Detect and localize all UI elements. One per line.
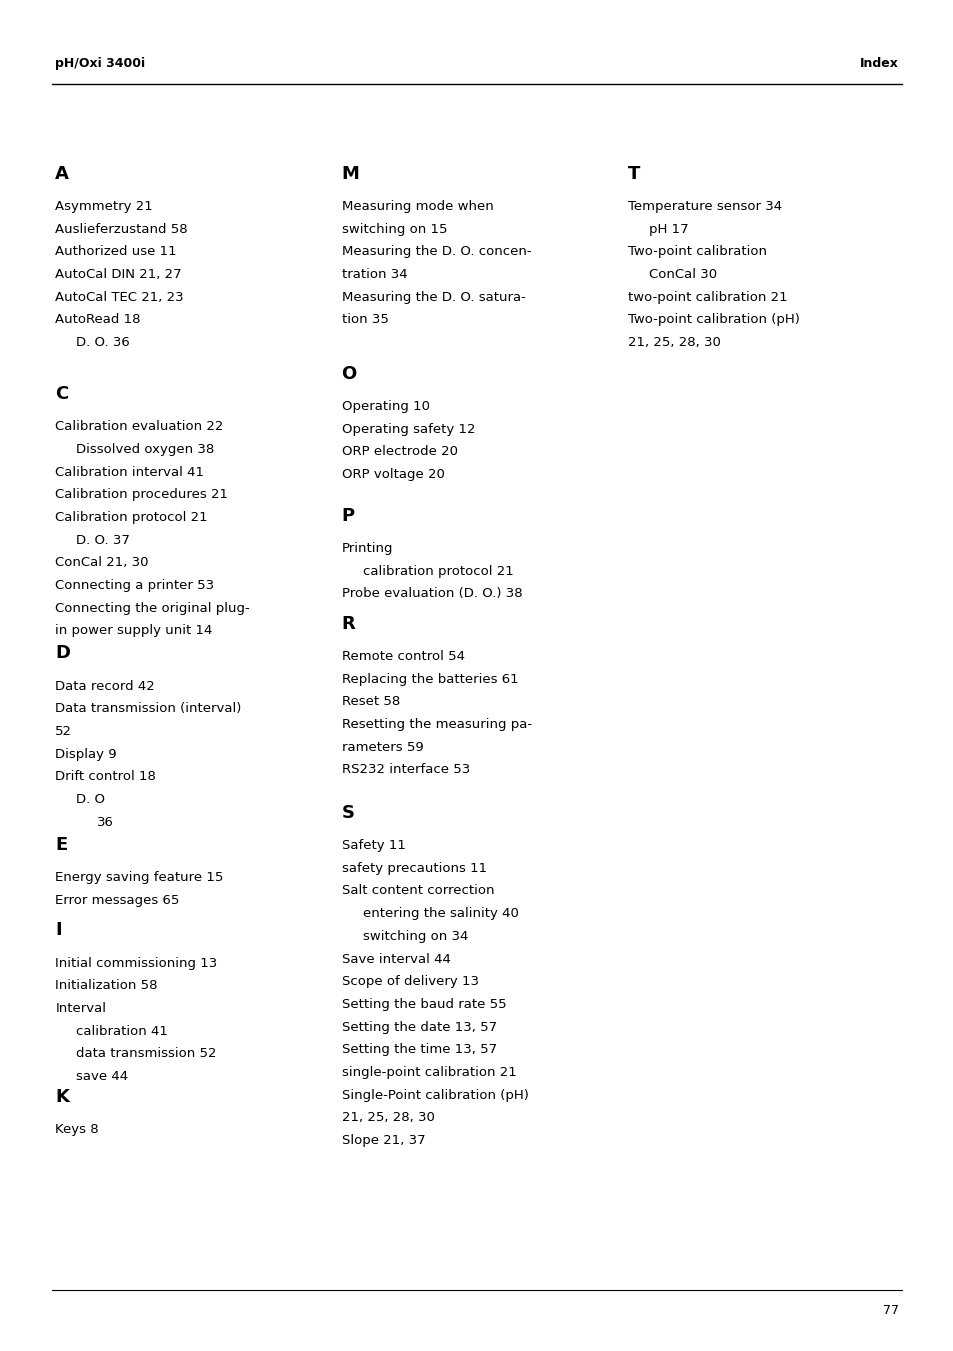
Text: Single-Point calibration (pH): Single-Point calibration (pH)	[341, 1089, 528, 1101]
Text: pH 17: pH 17	[648, 223, 688, 235]
Text: Safety 11: Safety 11	[341, 839, 405, 852]
Text: Display 9: Display 9	[55, 747, 117, 761]
Text: D. O. 36: D. O. 36	[76, 336, 130, 349]
Text: Save interval 44: Save interval 44	[341, 952, 450, 966]
Text: Measuring mode when: Measuring mode when	[341, 200, 493, 213]
Text: entering the salinity 40: entering the salinity 40	[362, 907, 517, 920]
Text: safety precautions 11: safety precautions 11	[341, 862, 486, 874]
Text: switching on 34: switching on 34	[362, 929, 467, 943]
Text: Calibration protocol 21: Calibration protocol 21	[55, 511, 208, 524]
Text: 52: 52	[55, 725, 72, 738]
Text: Resetting the measuring pa-: Resetting the measuring pa-	[341, 717, 531, 731]
Text: 36: 36	[97, 816, 114, 828]
Text: pH/Oxi 3400i: pH/Oxi 3400i	[55, 57, 145, 70]
Text: ORP voltage 20: ORP voltage 20	[341, 467, 444, 481]
Text: in power supply unit 14: in power supply unit 14	[55, 624, 213, 638]
Text: Setting the baud rate 55: Setting the baud rate 55	[341, 998, 506, 1011]
Text: K: K	[55, 1088, 70, 1105]
Text: T: T	[627, 165, 639, 182]
Text: Connecting the original plug-: Connecting the original plug-	[55, 601, 250, 615]
Text: Setting the date 13, 57: Setting the date 13, 57	[341, 1020, 497, 1034]
Text: Error messages 65: Error messages 65	[55, 894, 179, 907]
Text: Operating 10: Operating 10	[341, 400, 429, 413]
Text: Data record 42: Data record 42	[55, 680, 155, 693]
Text: Printing: Printing	[341, 542, 393, 555]
Text: I: I	[55, 921, 62, 939]
Text: data transmission 52: data transmission 52	[76, 1047, 216, 1061]
Text: A: A	[55, 165, 70, 182]
Text: ORP electrode 20: ORP electrode 20	[341, 446, 457, 458]
Text: switching on 15: switching on 15	[341, 223, 447, 235]
Text: Calibration procedures 21: Calibration procedures 21	[55, 488, 228, 501]
Text: Keys 8: Keys 8	[55, 1123, 99, 1136]
Text: Replacing the batteries 61: Replacing the batteries 61	[341, 673, 517, 685]
Text: single-point calibration 21: single-point calibration 21	[341, 1066, 516, 1079]
Text: Salt content correction: Salt content correction	[341, 885, 494, 897]
Text: AutoCal TEC 21, 23: AutoCal TEC 21, 23	[55, 290, 184, 304]
Text: O: O	[341, 365, 356, 382]
Text: Slope 21, 37: Slope 21, 37	[341, 1133, 425, 1147]
Text: Remote control 54: Remote control 54	[341, 650, 464, 663]
Text: Authorized use 11: Authorized use 11	[55, 246, 176, 258]
Text: Dissolved oxygen 38: Dissolved oxygen 38	[76, 443, 214, 455]
Text: Connecting a printer 53: Connecting a printer 53	[55, 580, 214, 592]
Text: Energy saving feature 15: Energy saving feature 15	[55, 871, 223, 885]
Text: Two-point calibration (pH): Two-point calibration (pH)	[627, 313, 799, 327]
Text: tion 35: tion 35	[341, 313, 388, 327]
Text: Measuring the D. O. concen-: Measuring the D. O. concen-	[341, 246, 531, 258]
Text: rameters 59: rameters 59	[341, 740, 423, 754]
Text: E: E	[55, 836, 68, 854]
Text: AutoRead 18: AutoRead 18	[55, 313, 141, 327]
Text: Temperature sensor 34: Temperature sensor 34	[627, 200, 781, 213]
Text: 21, 25, 28, 30: 21, 25, 28, 30	[627, 336, 720, 349]
Text: save 44: save 44	[76, 1070, 129, 1084]
Text: Index: Index	[859, 57, 898, 70]
Text: ConCal 21, 30: ConCal 21, 30	[55, 557, 149, 569]
Text: P: P	[341, 507, 355, 524]
Text: tration 34: tration 34	[341, 267, 407, 281]
Text: D. O. 37: D. O. 37	[76, 534, 130, 547]
Text: Data transmission (interval): Data transmission (interval)	[55, 703, 241, 715]
Text: Two-point calibration: Two-point calibration	[627, 246, 766, 258]
Text: Calibration evaluation 22: Calibration evaluation 22	[55, 420, 223, 434]
Text: 21, 25, 28, 30: 21, 25, 28, 30	[341, 1112, 434, 1124]
Text: Initial commissioning 13: Initial commissioning 13	[55, 957, 217, 970]
Text: Drift control 18: Drift control 18	[55, 770, 156, 784]
Text: Interval: Interval	[55, 1002, 106, 1015]
Text: Measuring the D. O. satura-: Measuring the D. O. satura-	[341, 290, 525, 304]
Text: two-point calibration 21: two-point calibration 21	[627, 290, 786, 304]
Text: 77: 77	[882, 1304, 898, 1317]
Text: calibration 41: calibration 41	[76, 1024, 168, 1038]
Text: Scope of delivery 13: Scope of delivery 13	[341, 975, 478, 988]
Text: calibration protocol 21: calibration protocol 21	[362, 565, 513, 577]
Text: S: S	[341, 804, 355, 821]
Text: C: C	[55, 385, 69, 403]
Text: ConCal 30: ConCal 30	[648, 267, 716, 281]
Text: R: R	[341, 615, 355, 632]
Text: AutoCal DIN 21, 27: AutoCal DIN 21, 27	[55, 267, 182, 281]
Text: Reset 58: Reset 58	[341, 696, 399, 708]
Text: D. O: D. O	[76, 793, 105, 807]
Text: Probe evaluation (D. O.) 38: Probe evaluation (D. O.) 38	[341, 588, 521, 600]
Text: Asymmetry 21: Asymmetry 21	[55, 200, 152, 213]
Text: M: M	[341, 165, 359, 182]
Text: Setting the time 13, 57: Setting the time 13, 57	[341, 1043, 497, 1056]
Text: Auslieferzustand 58: Auslieferzustand 58	[55, 223, 188, 235]
Text: RS232 interface 53: RS232 interface 53	[341, 763, 469, 777]
Text: D: D	[55, 644, 71, 662]
Text: Initialization 58: Initialization 58	[55, 979, 157, 992]
Text: Calibration interval 41: Calibration interval 41	[55, 466, 204, 478]
Text: Operating safety 12: Operating safety 12	[341, 423, 475, 435]
